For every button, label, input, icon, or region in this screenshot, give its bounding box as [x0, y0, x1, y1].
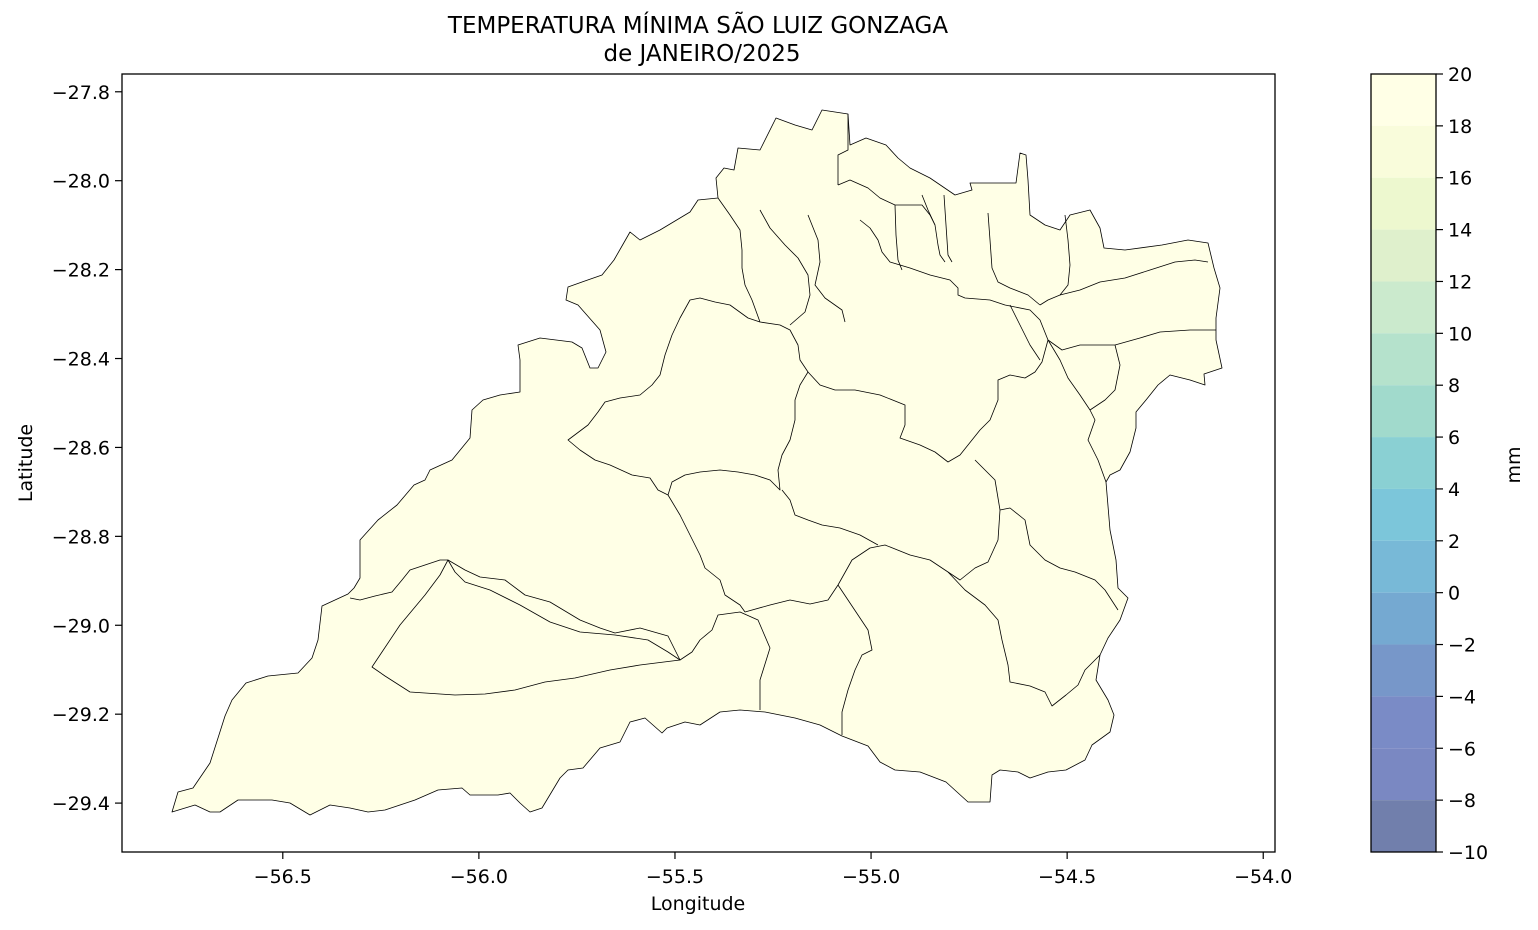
x-tick-label: −55.0	[842, 866, 900, 888]
colorbar-tick-label: 20	[1448, 64, 1472, 86]
colorbar-band	[1371, 488, 1436, 541]
y-tick-label: −28.6	[52, 437, 110, 459]
colorbar-band	[1371, 177, 1436, 230]
colorbar-band	[1371, 385, 1436, 438]
colorbar-tick-label: 12	[1448, 271, 1472, 293]
y-tick-label: −28.0	[52, 171, 110, 193]
y-tick-label: −29.2	[52, 704, 110, 726]
x-tick-label: −55.5	[646, 866, 704, 888]
x-tick-label: −54.5	[1038, 866, 1096, 888]
colorbar-tick-label: 18	[1448, 116, 1472, 138]
y-tick-label: −28.8	[52, 526, 110, 548]
y-tick-label: −27.8	[52, 82, 110, 104]
colorbar-tick-label: −6	[1448, 738, 1476, 760]
colorbar-band	[1371, 281, 1436, 334]
colorbar-band	[1371, 333, 1436, 386]
colorbar-tick-label: 0	[1448, 583, 1460, 605]
region-outline	[171, 109, 1223, 816]
colorbar-band	[1371, 74, 1436, 126]
y-tick-label: −28.2	[52, 260, 110, 282]
y-tick-label: −29.0	[52, 615, 110, 637]
colorbar-tick-label: 4	[1448, 479, 1460, 501]
map-title-line2: de JANEIRO/2025	[603, 41, 800, 67]
colorbar-band	[1371, 437, 1436, 489]
x-tick-label: −56.0	[450, 866, 508, 888]
colorbar-tick-label: −8	[1448, 790, 1476, 812]
x-tick-label: −56.5	[254, 866, 312, 888]
colorbar-bands	[1371, 74, 1436, 852]
region-map	[171, 109, 1223, 816]
colorbar-tick-label: 2	[1448, 531, 1460, 553]
y-tick-label: −29.4	[52, 793, 110, 815]
x-axis-ticks: −56.5 −56.0 −55.5 −55.0 −54.5 −54.0	[254, 852, 1292, 888]
colorbar-tick-label: −2	[1448, 635, 1476, 657]
colorbar-tick-label: 14	[1448, 220, 1472, 242]
colorbar-band	[1371, 696, 1436, 749]
y-tick-label: −28.4	[52, 349, 110, 371]
y-axis-label: Latitude	[15, 424, 37, 502]
colorbar-band	[1371, 229, 1436, 282]
map-title-line1: TEMPERATURA MÍNIMA SÃO LUIZ GONZAGA	[447, 11, 948, 39]
colorbar-band	[1371, 800, 1436, 852]
colorbar-tick-label: 16	[1448, 168, 1472, 190]
colorbar-tick-label: −4	[1448, 686, 1476, 708]
colorbar-band	[1371, 748, 1436, 801]
municipal-borders	[349, 114, 1216, 735]
x-tick-label: −54.0	[1234, 866, 1292, 888]
x-axis-label: Longitude	[651, 893, 746, 915]
colorbar-tick-label: −10	[1448, 842, 1488, 864]
colorbar-frame	[1370, 73, 1437, 853]
colorbar-tick-label: 6	[1448, 427, 1460, 449]
colorbar-band	[1371, 540, 1436, 593]
colorbar-band	[1371, 644, 1436, 697]
colorbar-band	[1371, 125, 1436, 178]
colorbar-tick-label: 10	[1448, 323, 1472, 345]
colorbar-label: mm	[1503, 446, 1525, 483]
y-axis-ticks: −27.8 −28.0 −28.2 −28.4 −28.6 −28.8 −29.0 −29.2…	[52, 82, 122, 815]
colorbar-tick-label: 8	[1448, 375, 1460, 397]
colorbar-band	[1371, 592, 1436, 645]
